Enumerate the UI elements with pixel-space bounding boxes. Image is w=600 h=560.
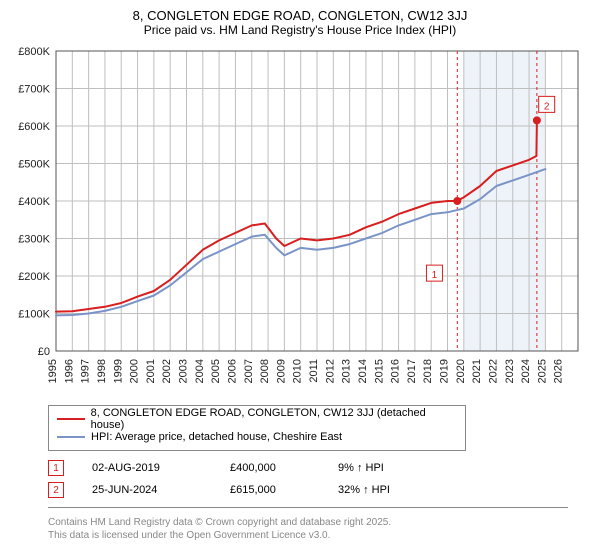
svg-text:1995: 1995 xyxy=(47,359,59,383)
svg-text:2023: 2023 xyxy=(504,359,516,383)
sale-price: £400,000 xyxy=(230,462,310,474)
svg-text:1998: 1998 xyxy=(96,359,108,383)
legend-swatch xyxy=(57,436,85,438)
svg-text:£300K: £300K xyxy=(18,234,50,246)
title-line-2: Price paid vs. HM Land Registry's House … xyxy=(8,23,592,37)
sale-rows: 1 02-AUG-2019 £400,000 9% ↑ HPI 2 25-JUN-2024… xyxy=(48,457,592,501)
svg-text:£400K: £400K xyxy=(18,196,50,208)
svg-text:2012: 2012 xyxy=(324,359,336,383)
sale-marker: 1 xyxy=(48,460,64,476)
svg-text:2010: 2010 xyxy=(292,359,304,383)
svg-text:2005: 2005 xyxy=(210,359,222,383)
svg-text:£500K: £500K xyxy=(18,159,50,171)
sale-date: 02-AUG-2019 xyxy=(92,462,202,474)
legend-row: 8, CONGLETON EDGE ROAD, CONGLETON, CW12 … xyxy=(57,410,457,428)
svg-text:2000: 2000 xyxy=(129,359,141,383)
svg-text:2021: 2021 xyxy=(471,359,483,383)
svg-text:2009: 2009 xyxy=(275,359,287,383)
svg-text:1: 1 xyxy=(432,270,438,281)
sale-delta: 32% ↑ HPI xyxy=(338,484,428,496)
svg-text:2016: 2016 xyxy=(390,359,402,383)
svg-text:£600K: £600K xyxy=(18,121,50,133)
svg-text:2018: 2018 xyxy=(422,359,434,383)
svg-text:2022: 2022 xyxy=(487,359,499,383)
svg-text:2007: 2007 xyxy=(243,359,255,383)
svg-text:2008: 2008 xyxy=(259,359,271,383)
footnote: Contains HM Land Registry data © Crown c… xyxy=(48,516,592,542)
legend-label: HPI: Average price, detached house, Ches… xyxy=(91,431,342,443)
svg-text:£700K: £700K xyxy=(18,84,50,96)
svg-text:2006: 2006 xyxy=(226,359,238,383)
svg-text:1997: 1997 xyxy=(80,359,92,383)
footnote-line-1: Contains HM Land Registry data © Crown c… xyxy=(48,516,592,529)
sale-date: 25-JUN-2024 xyxy=(92,484,202,496)
svg-text:£200K: £200K xyxy=(18,271,50,283)
legend-swatch xyxy=(57,418,85,420)
svg-text:£800K: £800K xyxy=(18,46,50,58)
svg-text:2011: 2011 xyxy=(308,359,320,383)
legend-label: 8, CONGLETON EDGE ROAD, CONGLETON, CW12 … xyxy=(91,407,457,431)
svg-text:1996: 1996 xyxy=(63,359,75,383)
svg-text:2024: 2024 xyxy=(520,359,532,383)
svg-text:2001: 2001 xyxy=(145,359,157,383)
svg-text:2014: 2014 xyxy=(357,359,369,383)
svg-text:£100K: £100K xyxy=(18,309,50,321)
svg-text:2004: 2004 xyxy=(194,359,206,383)
title-line-1: 8, CONGLETON EDGE ROAD, CONGLETON, CW12 … xyxy=(8,8,592,23)
chart: £0 £100K £200K £300K £400K £500K £600K £700K £80… xyxy=(8,43,592,399)
sale-row: 1 02-AUG-2019 £400,000 9% ↑ HPI xyxy=(48,457,592,479)
svg-text:2025: 2025 xyxy=(536,359,548,383)
chart-svg: £0 £100K £200K £300K £400K £500K £600K £700K £80… xyxy=(8,43,592,399)
sale-delta: 9% ↑ HPI xyxy=(338,462,428,474)
legend: 8, CONGLETON EDGE ROAD, CONGLETON, CW12 … xyxy=(48,405,466,451)
svg-text:2015: 2015 xyxy=(373,359,385,383)
divider xyxy=(48,507,568,508)
svg-text:2003: 2003 xyxy=(178,359,190,383)
svg-text:2013: 2013 xyxy=(341,359,353,383)
footnote-line-2: This data is licensed under the Open Gov… xyxy=(48,529,592,542)
svg-text:1999: 1999 xyxy=(112,359,124,383)
svg-text:2: 2 xyxy=(544,101,550,112)
svg-text:2017: 2017 xyxy=(406,359,418,383)
svg-text:2026: 2026 xyxy=(553,359,565,383)
svg-text:2019: 2019 xyxy=(439,359,451,383)
svg-text:2002: 2002 xyxy=(161,359,173,383)
svg-text:2020: 2020 xyxy=(455,359,467,383)
sale-row: 2 25-JUN-2024 £615,000 32% ↑ HPI xyxy=(48,479,592,501)
svg-text:£0: £0 xyxy=(38,346,50,358)
sale-marker: 2 xyxy=(48,482,64,498)
sale-price: £615,000 xyxy=(230,484,310,496)
